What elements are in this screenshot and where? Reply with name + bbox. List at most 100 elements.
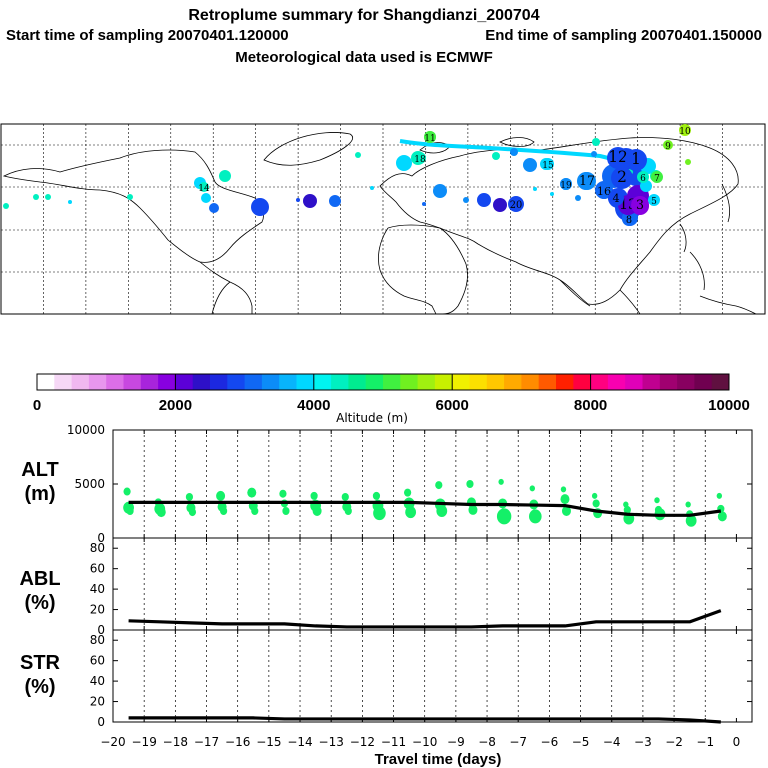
map-marker-dot	[607, 147, 629, 169]
alt-altitude-point	[685, 514, 697, 527]
plume-dot	[422, 202, 426, 206]
colorbar-swatch	[227, 374, 245, 390]
figure-title: Retroplume summary for Shangdianzi_20070…	[188, 7, 539, 24]
colorbar-swatch	[590, 374, 609, 390]
x-tick-label: −8	[478, 735, 496, 749]
altitude-colorbar: 0 2000 4000 6000 8000 10000	[33, 373, 750, 414]
x-tick-label: −11	[381, 735, 406, 749]
x-tick-label: −1	[696, 735, 714, 749]
alt-altitude-point	[372, 491, 381, 500]
colorbar-swatch	[659, 374, 678, 390]
map-marker-dot	[622, 212, 636, 226]
alt-altitude-point	[436, 505, 448, 517]
alt-altitude-point	[435, 481, 443, 490]
map-marker-label: 19	[560, 181, 572, 191]
map-marker-label: 20	[510, 200, 522, 211]
map-marker-label: 17	[579, 173, 595, 188]
abl-y-tick-label: 80	[90, 541, 105, 555]
x-tick-label: −5	[572, 735, 590, 749]
map-marker-label: 8	[626, 215, 632, 226]
x-tick-label: −15	[256, 735, 281, 749]
x-tick-label: −13	[319, 735, 344, 749]
abl-y-tick-label: 20	[90, 603, 105, 617]
x-tick-label: −17	[194, 735, 219, 749]
colorbar-swatch	[313, 374, 332, 390]
alt-altitude-point	[373, 506, 386, 521]
alt-altitude-point	[654, 497, 660, 504]
start-time-label: Start time of sampling 20070401.120000	[6, 27, 289, 44]
plume-dot	[329, 195, 341, 207]
map-marker-label: 11	[424, 134, 435, 144]
x-tick-label: −19	[132, 735, 157, 749]
colorbar-swatch	[486, 374, 505, 390]
colorbar-swatch	[71, 374, 90, 390]
plume-dot	[463, 197, 469, 203]
alt-altitude-point	[529, 509, 542, 524]
alt-altitude-point	[282, 507, 290, 515]
plume-dot	[433, 184, 447, 198]
map-marker-dot	[651, 171, 663, 183]
plume-dot	[303, 194, 317, 208]
colorbar-swatch	[106, 374, 124, 390]
colorbar-tick-label: 4000	[297, 397, 330, 414]
colorbar-tick-label: 0	[33, 397, 41, 414]
colorbar-swatch	[158, 374, 176, 390]
colorbar-swatch	[434, 374, 453, 390]
str-y-tick-label: 0	[97, 715, 105, 729]
colorbar-swatch	[607, 374, 626, 390]
colorbar-swatch	[556, 374, 574, 390]
plume-dot	[127, 194, 133, 200]
alt-altitude-point	[405, 506, 417, 519]
plume-dot	[68, 200, 72, 204]
colorbar-swatch	[521, 374, 540, 390]
plume-dot	[550, 192, 554, 196]
colorbar-swatch	[244, 374, 263, 390]
plume-dot	[685, 159, 691, 165]
alt-panel-frame	[112, 429, 753, 539]
alt-altitude-point	[498, 478, 504, 485]
colorbar-swatch	[504, 374, 522, 390]
map-marker-label: 18	[414, 155, 426, 165]
map-marker-label: 14	[198, 184, 210, 194]
colorbar-swatch	[331, 374, 349, 390]
x-tick-label: 0	[733, 735, 741, 749]
alt-altitude-point	[591, 492, 598, 499]
abl-y-tick-label: 0	[97, 623, 105, 637]
abl-panel-frame	[112, 537, 753, 631]
colorbar-tick-label: 6000	[436, 397, 469, 414]
alt-panel-label: ALT	[21, 459, 58, 481]
alt-altitude-point	[279, 489, 287, 498]
abl-panel-unit: (%)	[24, 592, 55, 614]
alt-altitude-point	[312, 506, 322, 516]
colorbar-swatch	[642, 374, 661, 390]
alt-altitude-point	[404, 488, 412, 497]
plume-dot	[251, 198, 269, 216]
colorbar-tick-label: 8000	[574, 397, 607, 414]
map-marker-label: 12	[608, 148, 628, 166]
met-data-label: Meteorological data used is ECMWF	[235, 49, 493, 66]
alt-altitude-point	[156, 507, 166, 518]
map-marker-dot	[560, 178, 572, 190]
map-marker-label: 16	[597, 185, 611, 198]
map-marker-dot	[424, 131, 436, 143]
alt-altitude-point	[123, 487, 131, 496]
plume-dot	[592, 138, 600, 146]
x-tick-label: −20	[100, 735, 125, 749]
map-marker-dot	[414, 152, 426, 164]
alt-altitude-point	[344, 507, 352, 515]
colorbar-swatch	[452, 374, 470, 390]
plume-dot	[45, 194, 51, 200]
map-marker-dot	[631, 196, 649, 214]
map-marker-label: 1	[631, 150, 641, 168]
alt-altitude-point	[126, 507, 134, 515]
abl-panel-label: ABL	[19, 568, 60, 590]
map-marker-label: 4	[612, 192, 619, 205]
map-marker-label: 2	[617, 168, 627, 186]
map-marker-dot	[509, 197, 523, 211]
colorbar-swatch	[37, 374, 55, 390]
x-tick-label: −10	[412, 735, 437, 749]
map-marker-dot	[596, 183, 612, 199]
x-tick-label: −12	[350, 735, 375, 749]
colorbar-swatch	[210, 374, 228, 390]
